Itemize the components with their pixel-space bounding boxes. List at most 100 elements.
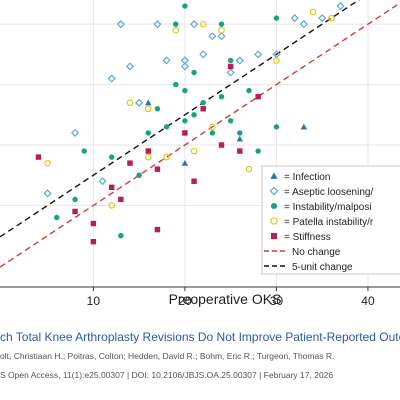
data-point: [182, 3, 188, 9]
data-point: [226, 68, 235, 77]
legend-swatch: [270, 217, 278, 225]
data-point: [318, 14, 327, 23]
data-point: [218, 21, 225, 27]
data-point: [199, 50, 208, 59]
x-tick-label: 20: [178, 294, 192, 308]
legend-entry: = Infection: [284, 172, 330, 183]
data-point: [309, 8, 317, 16]
data-point: [108, 202, 115, 209]
x-tick-label: 10: [87, 294, 101, 308]
data-point: [145, 148, 152, 154]
data-point: [217, 32, 226, 41]
data-point: [182, 130, 188, 136]
data-point: [218, 142, 225, 148]
data-point: [299, 20, 308, 29]
data-point: [191, 69, 197, 76]
data-point: [300, 123, 308, 130]
data-point: [227, 57, 234, 64]
data-point: [163, 124, 170, 130]
data-point: [336, 1, 345, 11]
data-point: [90, 238, 97, 245]
data-point: [153, 20, 162, 29]
scatter-chart: 10 20 30 40 Preoperative OKS = Infection = A…: [0, 0, 400, 308]
data-point: [154, 166, 161, 172]
data-point: [127, 160, 133, 166]
x-tick-label: 40: [361, 294, 375, 308]
grid: [0, 0, 400, 287]
article-title[interactable]: ch Total Knee Arthroplasty Revisions Do …: [0, 330, 400, 344]
data-point: [116, 20, 125, 29]
legend-swatch: [270, 172, 278, 179]
data-point: [108, 154, 115, 160]
legend-entry: 5-unit change: [292, 262, 353, 273]
data-point: [235, 56, 244, 65]
data-point: [182, 118, 188, 124]
data-point: [72, 196, 78, 203]
data-point: [273, 15, 280, 21]
data-point: [200, 99, 206, 106]
data-point: [71, 128, 80, 137]
data-point: [126, 99, 134, 107]
data-point: [154, 226, 161, 233]
data-point: [144, 105, 152, 113]
data-point: [125, 62, 135, 71]
data-point: [190, 20, 199, 29]
data-point: [290, 14, 299, 23]
data-point: [173, 21, 179, 27]
data-point: [136, 172, 142, 178]
data-point: [107, 74, 116, 83]
data-point: [54, 214, 60, 221]
data-point: [328, 14, 335, 22]
data-point: [227, 63, 234, 70]
data-point: [43, 189, 52, 198]
data-point: [218, 26, 225, 34]
data-point: [190, 147, 198, 155]
legend-entry: No change: [292, 247, 341, 258]
legend: = Infection = Aseptic loosening/ = Instabi…: [261, 165, 400, 275]
data-point: [145, 130, 152, 136]
article-citation: S Open Access, 11(1):e25.00307 | DOI: 10…: [0, 370, 334, 380]
data-point: [35, 154, 42, 160]
data-point: [246, 87, 252, 94]
data-point: [191, 112, 197, 118]
data-point: [227, 118, 234, 124]
legend-entry: = Aseptic loosening/: [284, 187, 373, 198]
x-tick-label: 30: [270, 294, 284, 308]
data-point: [218, 93, 225, 100]
legend-swatch: [270, 202, 278, 210]
legend-swatch: [269, 186, 279, 196]
data-point: [254, 50, 263, 59]
data-point: [145, 99, 152, 106]
data-point: [181, 159, 189, 166]
legend-entry: = Stiffness: [284, 232, 331, 243]
data-point: [199, 20, 207, 28]
data-point: [273, 57, 280, 64]
data-points: [35, 1, 345, 245]
axes: [0, 286, 400, 291]
data-point: [209, 123, 216, 131]
x-axis-title: Preoperative OKS: [169, 291, 282, 307]
data-point: [162, 56, 171, 65]
data-point: [72, 208, 78, 215]
data-point: [98, 177, 107, 186]
data-point: [173, 81, 179, 88]
data-point: [236, 135, 244, 142]
data-point: [237, 148, 243, 154]
data-point: [108, 184, 115, 191]
data-point: [237, 130, 243, 136]
data-point: [209, 130, 216, 136]
data-point: [200, 106, 206, 112]
data-point: [245, 165, 253, 173]
data-point: [44, 159, 51, 167]
data-point: [90, 220, 97, 227]
data-point: [154, 106, 161, 112]
data-point: [81, 148, 87, 154]
legend-swatch: [270, 232, 278, 240]
data-point: [191, 178, 197, 184]
data-point: [118, 232, 124, 239]
data-point: [255, 93, 261, 100]
data-point: [163, 153, 170, 161]
legend-entry: = Instability/malposi: [284, 202, 372, 213]
data-point: [118, 196, 124, 203]
data-point: [135, 98, 144, 107]
